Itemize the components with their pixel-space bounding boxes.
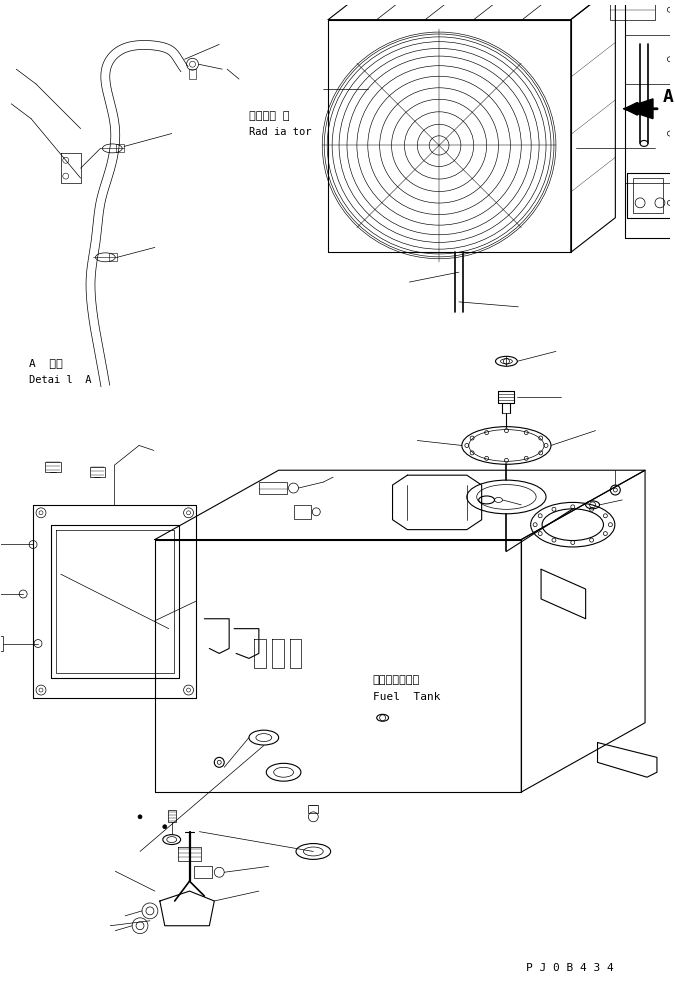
Circle shape <box>163 824 167 828</box>
Text: A: A <box>663 88 674 105</box>
Circle shape <box>138 815 142 819</box>
Bar <box>168 810 176 821</box>
Text: Detai l  A: Detai l A <box>29 375 92 385</box>
Bar <box>633 178 663 213</box>
Polygon shape <box>623 98 653 118</box>
Bar <box>109 253 117 261</box>
Text: Rad ia tor: Rad ia tor <box>249 126 311 137</box>
Bar <box>0 635 3 651</box>
Text: P J 0 B 4 3 4: P J 0 B 4 3 4 <box>526 963 614 973</box>
Text: A  詳細: A 詳細 <box>29 359 63 368</box>
Text: フェエルタンク: フェエルタンク <box>373 675 420 686</box>
Bar <box>90 467 105 477</box>
Text: Fuel  Tank: Fuel Tank <box>373 691 440 702</box>
Text: ラジエー タ: ラジエー タ <box>249 110 290 121</box>
Bar <box>45 462 61 472</box>
Bar <box>259 482 287 494</box>
Bar <box>188 69 196 79</box>
Bar <box>308 805 319 813</box>
Bar <box>116 145 124 153</box>
Bar <box>194 867 213 879</box>
Bar <box>294 505 311 519</box>
